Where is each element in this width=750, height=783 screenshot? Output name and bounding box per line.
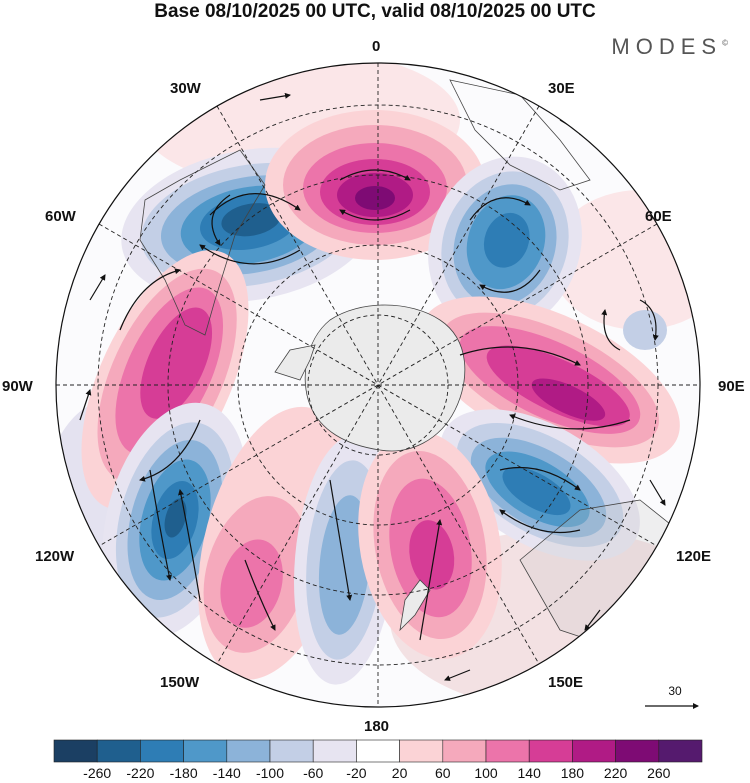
south-america-outline — [139, 149, 266, 336]
negative-anomaly-60e — [428, 156, 582, 334]
antarctica — [304, 304, 466, 452]
africa-outline — [449, 79, 591, 191]
colorbar-tick-label: -180 — [170, 765, 198, 781]
lon-label-120e: 120E — [676, 548, 712, 565]
colorbar-swatch — [442, 739, 487, 763]
map-border — [55, 62, 701, 708]
lon-label-150w: 150W — [160, 674, 200, 691]
colorbar-swatch — [312, 739, 357, 763]
colorbar-tick-label: -20 — [346, 765, 366, 781]
positive-anomaly-160e — [358, 431, 502, 659]
lon-label-180: 180 — [364, 718, 390, 735]
colorbar-swatch — [658, 739, 703, 763]
colorbar: -260 -220 -180 -140 -100 -60 -20 20 60 100 140 180 2… — [53, 739, 703, 781]
lon-label-30w: 30W — [170, 80, 201, 97]
colorbar-swatch — [96, 739, 141, 763]
lon-label-60e: 60E — [645, 208, 672, 225]
colorbar-tick-label: -100 — [256, 765, 284, 781]
positive-anomaly-90e — [420, 296, 680, 464]
colorbar-tick-label: -260 — [83, 765, 111, 781]
colorbar-tick-label: 100 — [474, 765, 498, 781]
lon-label-90e: 90E — [718, 378, 745, 395]
colorbar-swatch — [226, 739, 271, 763]
lon-label-0: 0 — [372, 38, 381, 55]
lon-label-30e: 30E — [548, 80, 575, 97]
colorbar-swatch — [528, 739, 573, 763]
antarctic-peninsula — [274, 344, 316, 381]
colorbar-tick-label: -140 — [213, 765, 241, 781]
small-negative-70e — [623, 310, 667, 350]
map-title: Base 08/10/2025 00 UTC, valid 08/10/2025… — [154, 1, 596, 22]
anomaly-field — [56, 63, 700, 707]
colorbar-tick-label: -60 — [303, 765, 323, 781]
wind-vectors — [79, 92, 666, 681]
colorbar-swatch — [183, 739, 228, 763]
colorbar-swatch — [140, 739, 184, 763]
lon-label-90w: 90W — [2, 378, 33, 395]
new-zealand — [399, 579, 431, 632]
colorbar-swatch — [615, 739, 660, 763]
colorbar-tick-label: 180 — [561, 765, 585, 781]
brand-logo: MODES© — [611, 34, 728, 59]
colorbar-tick-label: 20 — [392, 765, 408, 781]
colorbar-tick-label: 140 — [518, 765, 542, 781]
colorbar-tick-label: 220 — [604, 765, 628, 781]
colorbar-tick-label: 260 — [647, 765, 671, 781]
reference-vector-label: 30 — [668, 684, 682, 698]
lon-label-60w: 60W — [45, 208, 76, 225]
colorbar-swatch — [572, 739, 616, 763]
lon-label-120w: 120W — [35, 548, 75, 565]
colorbar-tick-label: -220 — [126, 765, 154, 781]
colorbar-swatch — [485, 739, 530, 763]
colorbar-swatch — [356, 739, 400, 763]
colorbar-swatch — [399, 739, 444, 763]
positive-anomaly-0 — [265, 110, 485, 260]
positive-anomaly-90w — [81, 250, 249, 510]
lon-label-150e: 150E — [548, 674, 584, 691]
colorbar-swatch — [269, 739, 314, 763]
colorbar-tick-label: 60 — [435, 765, 451, 781]
colorbar-swatch — [53, 739, 98, 763]
